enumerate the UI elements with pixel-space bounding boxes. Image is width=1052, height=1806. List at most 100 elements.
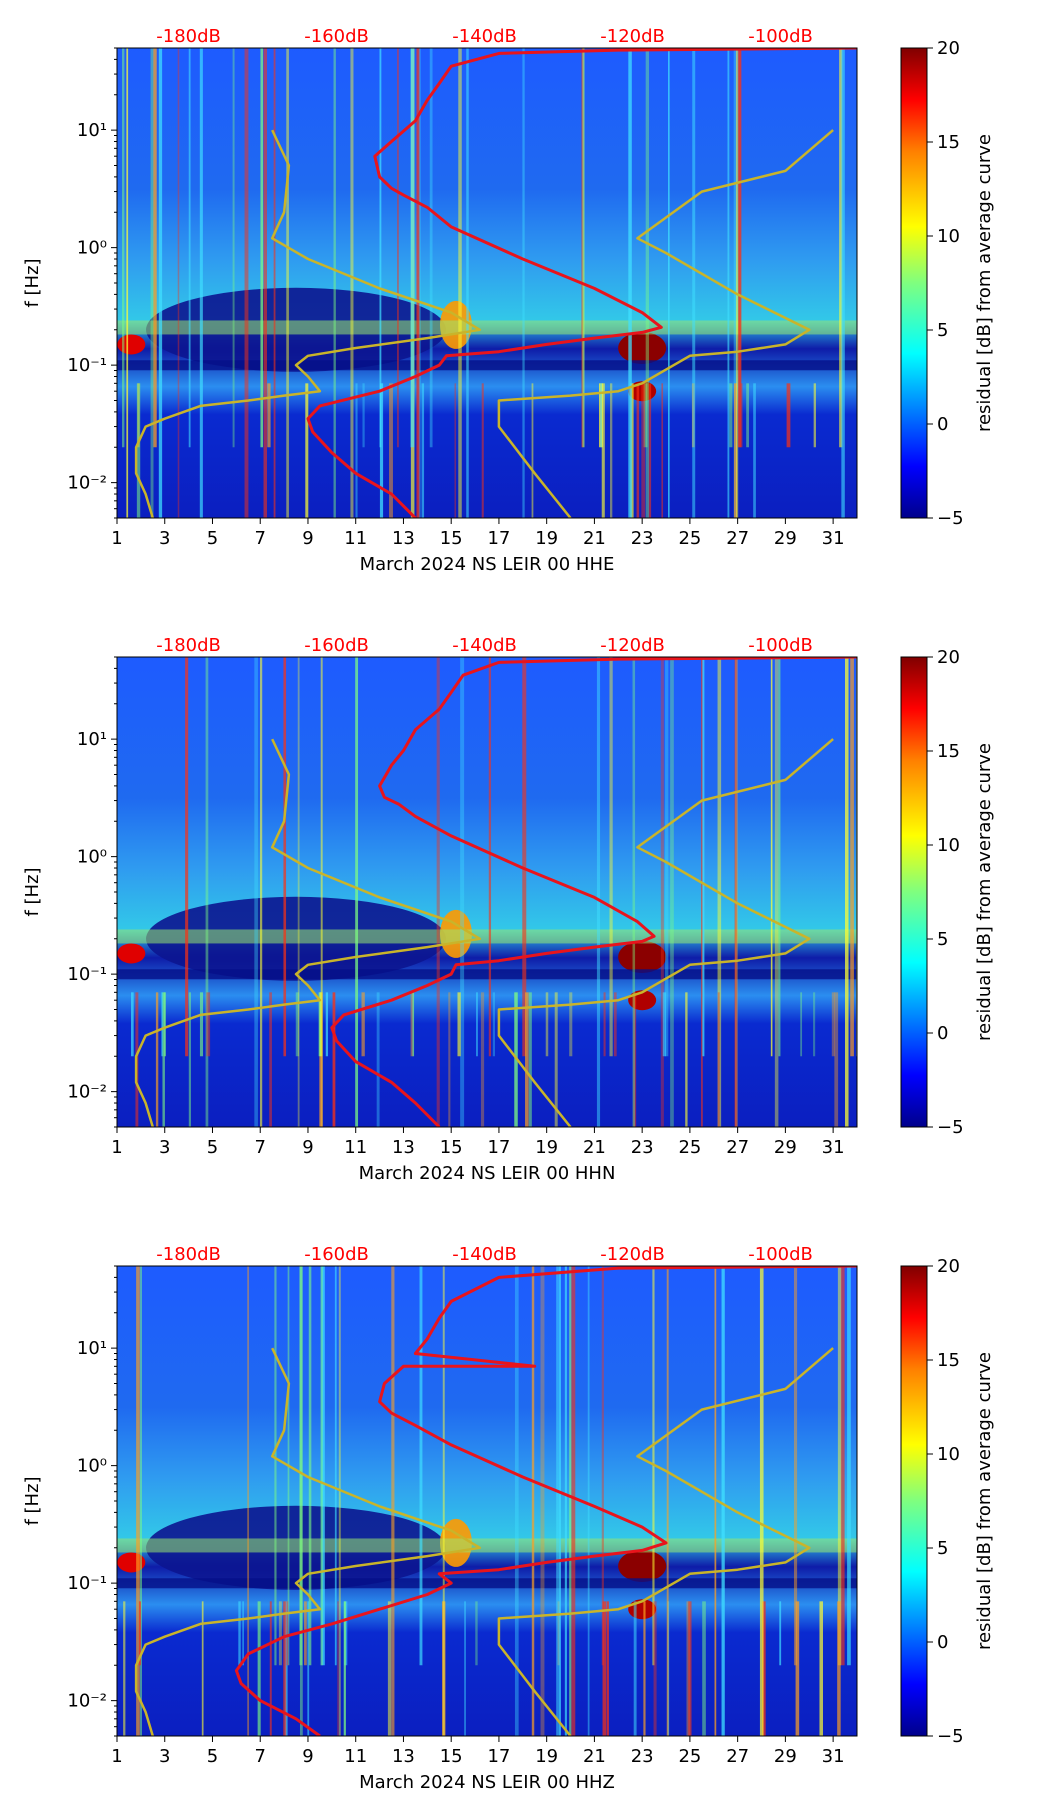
heatmap-streak <box>636 383 640 518</box>
panel-3: 1 3 5 7 9 11 13 15 17 19 21 23 25 27 29 3110⁻²10⁻¹10⁰10… <box>22 1244 995 1793</box>
colorbar-label: residual [dB] from average curve <box>974 1352 995 1650</box>
heatmap-streak <box>688 1601 692 1736</box>
x-tick-label: 5 <box>207 1137 218 1158</box>
heatmap-streak <box>321 1266 325 1666</box>
heatmap-streak <box>158 48 163 518</box>
heatmap-streak <box>454 383 457 518</box>
heatmap-streak <box>162 992 165 1127</box>
heatmap-streak <box>522 657 527 1057</box>
yellow-curve <box>134 129 482 518</box>
x-tick-label: 21 <box>583 1746 606 1767</box>
top-db-label: -120dB <box>600 26 665 47</box>
heatmap-streak <box>662 992 667 1057</box>
colorbar-tick-label: 10 <box>937 835 960 856</box>
heatmap-streak <box>480 992 485 1127</box>
top-db-label: -160dB <box>304 635 369 656</box>
heatmap-streak <box>729 383 733 448</box>
heatmap-streak <box>410 992 414 1057</box>
heatmap-streak <box>412 992 415 1057</box>
heatmap-streak <box>841 48 845 518</box>
heatmap-streak <box>779 1601 782 1666</box>
heatmap-streak <box>355 657 359 1127</box>
x-tick-label: 11 <box>344 1746 367 1767</box>
heatmap-streak <box>199 48 203 518</box>
heatmap-streak <box>606 1601 609 1736</box>
heatmap-streak <box>283 1601 287 1736</box>
colorbar-gradient <box>900 1265 928 1737</box>
y-tick-label: 10⁻¹ <box>67 1573 107 1594</box>
heatmap-streak <box>260 48 263 448</box>
red-curve <box>234 1266 857 1736</box>
heatmap-streak <box>564 1266 567 1736</box>
heatmap-streak <box>153 48 157 448</box>
heatmap-hotspot <box>117 334 146 355</box>
heatmap-streak <box>661 383 664 518</box>
y-tick-label: 10⁻² <box>67 1082 107 1103</box>
heatmap-streak <box>475 1601 478 1666</box>
heatmap-streak <box>247 1266 249 1736</box>
heatmap-band <box>117 320 857 335</box>
heatmap-streak <box>232 48 235 448</box>
heatmap-streak <box>734 657 737 1127</box>
heatmap-streak <box>161 992 164 1057</box>
heatmap-streak <box>269 1601 272 1736</box>
colorbar-label: residual [dB] from average curve <box>974 743 995 1041</box>
heatmap-streak <box>514 1266 519 1736</box>
y-tick-label: 10⁰ <box>77 847 107 868</box>
heatmap-streak <box>299 1266 303 1666</box>
heatmap-streak <box>460 657 465 1127</box>
colorbar-tick-label: 15 <box>937 132 960 153</box>
heatmap-band <box>117 360 857 371</box>
heatmap-band <box>117 969 857 980</box>
heatmap-streak <box>702 657 705 1057</box>
heatmap-streak <box>458 48 462 518</box>
heatmap-streak <box>140 1266 142 1736</box>
heatmap-streak <box>648 383 652 518</box>
panel-2: 1 3 5 7 9 11 13 15 17 19 21 23 25 27 29 3110⁻²10⁻¹10⁰10… <box>22 635 995 1184</box>
heatmap-streak <box>259 657 263 1127</box>
x-tick-label: 1 <box>111 528 122 549</box>
x-tick-label: 7 <box>254 1137 265 1158</box>
heatmap-band <box>117 929 857 944</box>
heatmap-streak <box>643 383 648 448</box>
heatmap-streak <box>362 383 365 448</box>
colorbar: 20 15 10 5 0 −5 residual [dB] from average cur… <box>900 1256 995 1747</box>
x-tick-label: 15 <box>440 1746 463 1767</box>
heatmap-streak <box>201 1601 204 1736</box>
heatmap-streak <box>601 383 605 518</box>
heatmap-streak <box>238 1601 241 1666</box>
heatmap-streak <box>714 1266 717 1736</box>
x-tick-label: 25 <box>678 1746 701 1767</box>
heatmap-streak <box>308 1266 312 1666</box>
x-tick-label: 21 <box>583 1137 606 1158</box>
x-tick-label: 31 <box>822 1746 845 1767</box>
heatmap-streak <box>834 992 839 1127</box>
colorbar-tick-label: 5 <box>937 1538 948 1559</box>
colorbar-tick-label: 20 <box>937 647 960 668</box>
heatmap-streak <box>727 48 730 518</box>
heatmap-streak <box>702 1601 706 1736</box>
y-axis-label: f [Hz] <box>22 258 43 307</box>
x-tick-label: 5 <box>207 528 218 549</box>
heatmap-hotspot <box>618 940 667 973</box>
y-tick-label: 10¹ <box>77 729 107 750</box>
heatmap-streak <box>376 992 380 1127</box>
x-tick-label: 3 <box>159 1137 170 1158</box>
heatmap-streak <box>278 1601 282 1666</box>
heatmap-band <box>117 1578 857 1589</box>
heatmap-streak <box>569 992 573 1057</box>
heatmap-streak <box>582 48 585 448</box>
y-axis-label: f [Hz] <box>22 867 43 916</box>
top-db-label: -100dB <box>748 635 813 656</box>
heatmap-streak <box>609 657 613 1057</box>
heatmap <box>117 657 857 1127</box>
x-tick-label: 25 <box>678 1137 701 1158</box>
colorbar-tick-label: 0 <box>937 1023 948 1044</box>
colorbar-tick-label: 20 <box>937 1256 960 1277</box>
yellow-curve <box>134 1347 482 1736</box>
top-db-label: -140dB <box>452 26 517 47</box>
top-db-label: -100dB <box>748 26 813 47</box>
heatmap-streak <box>305 383 309 518</box>
heatmap-streak <box>188 992 191 1127</box>
top-db-label: -180dB <box>156 635 221 656</box>
